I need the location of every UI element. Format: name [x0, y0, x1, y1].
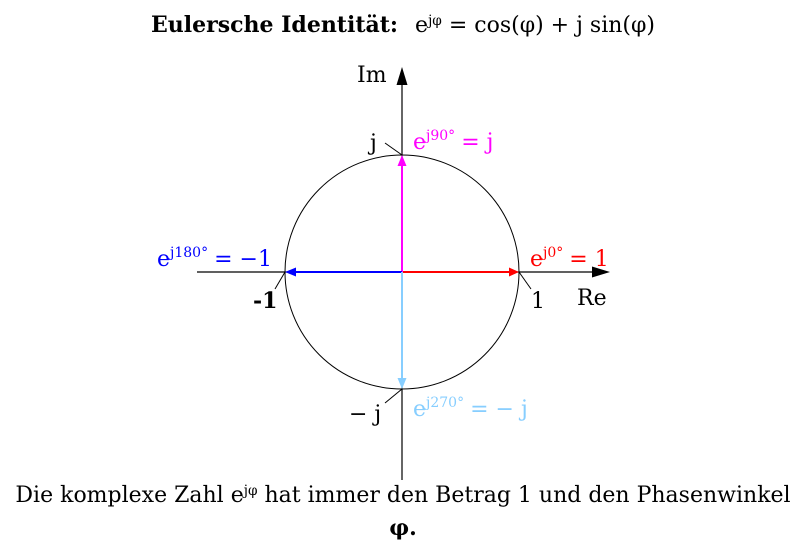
- diagram-caption: Die komplexe Zahl ejφ hat immer den Betr…: [0, 481, 806, 544]
- caption-pre: Die komplexe Zahl: [15, 483, 231, 508]
- label-e-j90: ej90° = j: [413, 128, 493, 155]
- tick-label-plus-j: j: [367, 131, 377, 156]
- label-e-j0-exponent: j0°: [541, 245, 563, 261]
- label-e-j180-base: e: [157, 247, 170, 272]
- label-e-j180-exponent: j180°: [168, 245, 208, 261]
- real-axis-arrowhead: [592, 266, 610, 278]
- tick-leader-minus-j: [384, 388, 403, 404]
- label-e-j180-value: = −1: [214, 247, 272, 272]
- tick-label-minus-one: -1: [253, 288, 277, 314]
- unit-circle-diagram: Im Re 1 -1 j − j ej0° = 1 ej90° = j ej180°…: [157, 63, 610, 480]
- imaginary-axis-arrowhead: [396, 67, 408, 85]
- vector-0-deg-arrowhead: [509, 267, 519, 277]
- title-euler-exponent: jφ: [428, 12, 442, 29]
- tick-leader-minus-one: [274, 271, 286, 290]
- label-e-j0: ej0° = 1: [530, 245, 609, 272]
- title-euler-base: e: [415, 13, 429, 38]
- label-e-j270-base: e: [413, 397, 426, 422]
- title-euler-rhs: = cos(φ) + j sin(φ): [448, 13, 655, 38]
- real-axis-label: Re: [577, 286, 607, 311]
- caption-euler-exponent: jφ: [243, 482, 258, 499]
- vector-180-deg-arrowhead: [285, 267, 296, 277]
- tick-leader-plus-j: [384, 142, 403, 156]
- label-e-j90-base: e: [413, 130, 426, 155]
- tick-label-minus-j: − j: [349, 402, 381, 427]
- vector-90-deg-arrowhead: [397, 155, 407, 166]
- diagram-title: Eulersche Identität: ejφ = cos(φ) + j si…: [0, 10, 806, 43]
- label-e-j270-exponent: j270°: [424, 395, 464, 411]
- label-e-j90-value: = j: [461, 130, 493, 155]
- caption-mid: hat immer den Betrag 1 und den Phasenwin…: [257, 483, 791, 508]
- caption-euler-base: e: [230, 483, 244, 508]
- label-e-j270-value: = − j: [470, 397, 528, 422]
- label-e-j180: ej180° = −1: [157, 245, 272, 272]
- label-e-j0-value: = 1: [569, 247, 608, 272]
- label-e-j270: ej270° = − j: [413, 395, 528, 422]
- imaginary-axis-label: Im: [357, 63, 387, 88]
- tick-leader-plus-one: [518, 271, 532, 290]
- tick-label-plus-one: 1: [531, 289, 545, 314]
- label-e-j0-base: e: [530, 247, 543, 272]
- label-e-j90-exponent: j90°: [424, 128, 455, 144]
- vector-270-deg-arrowhead: [397, 378, 407, 389]
- caption-phase-symbol: φ.: [389, 515, 417, 541]
- title-label: Eulersche Identität:: [151, 12, 399, 38]
